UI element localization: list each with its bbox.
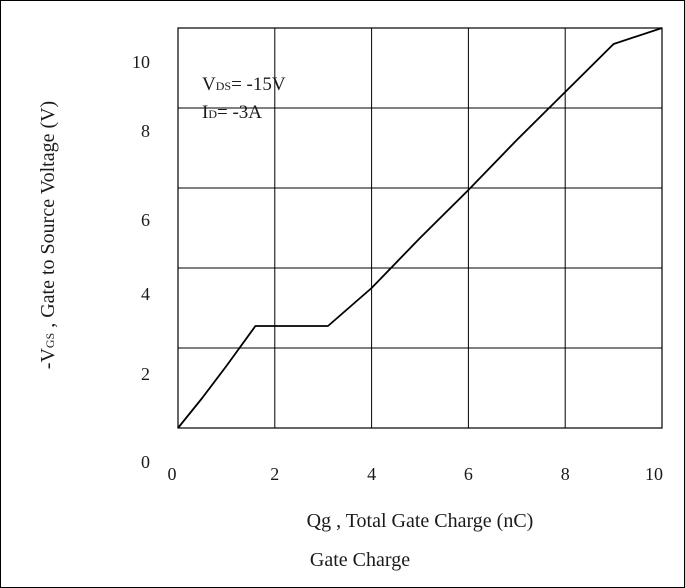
y-tick-label: 2	[141, 364, 150, 384]
x-tick-label: 8	[561, 464, 570, 484]
x-tick-label: 0	[168, 464, 177, 484]
x-tick-label: 10	[645, 464, 663, 484]
annotation-id: ID= -3A	[202, 102, 262, 123]
y-tick-labels: 0 2 4 6 8 10	[132, 52, 150, 472]
x-tick-labels: 0 2 4 6 8 10	[168, 464, 664, 484]
annotation-vds: VDS= -15V	[202, 74, 286, 95]
y-tick-label: 6	[141, 210, 150, 230]
x-tick-label: 6	[464, 464, 473, 484]
series-layer	[177, 27, 663, 429]
y-tick-label: 8	[141, 121, 150, 141]
x-tick-label: 4	[367, 464, 376, 484]
series-line	[177, 27, 663, 429]
y-tick-label: 0	[141, 452, 150, 472]
y-tick-label: 4	[141, 284, 150, 304]
y-tick-label: 10	[132, 52, 150, 72]
grid	[178, 28, 662, 428]
x-tick-label: 2	[270, 464, 279, 484]
x-axis-label: Qg , Total Gate Charge (nC)	[307, 510, 534, 532]
y-axis-label: -VGS , Gate to Source Voltage (V)	[37, 101, 59, 369]
chart-title: Gate Charge	[310, 549, 410, 571]
plot-border	[177, 27, 663, 429]
